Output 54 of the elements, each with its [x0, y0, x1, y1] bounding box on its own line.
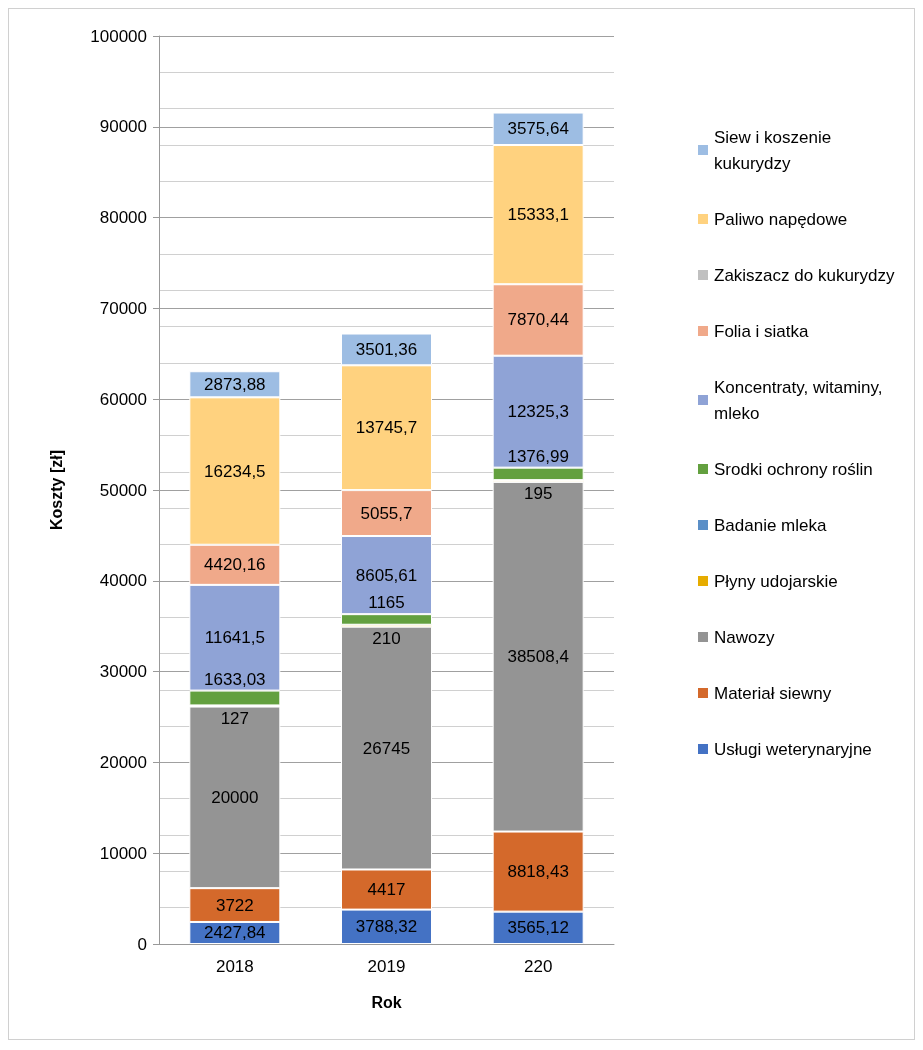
y-tick-label: 60000 [99, 389, 147, 409]
legend-label: Koncentraty, witaminy, mleko [714, 377, 888, 423]
data-label: 26745 [362, 738, 411, 758]
data-label: 8818,43 [507, 862, 569, 882]
y-axis-title: Koszty [zł] [47, 450, 65, 530]
legend-label: Siew i koszenie kukurydzy [714, 127, 836, 173]
legend-label: Materiał siewny [714, 683, 832, 703]
y-tick-label: 100000 [90, 26, 147, 46]
legend-label: Folia i siatka [714, 321, 810, 341]
legend-label: Zakiszacz do kukurydzy [714, 265, 895, 285]
legend-label: Nawozy [714, 627, 775, 647]
data-label: 16234,5 [204, 461, 266, 481]
y-tick-label: 10000 [99, 843, 147, 863]
data-label: 2873,88 [204, 374, 266, 394]
x-tick-label: 2018 [215, 957, 254, 976]
data-label: 1165 [368, 593, 405, 613]
data-label: 210 [372, 628, 401, 648]
data-label: 12325,3 [507, 402, 569, 422]
data-label: 7870,44 [507, 310, 569, 330]
data-label: 3575,64 [507, 119, 569, 139]
data-label: 2427,84 [204, 923, 266, 943]
y-tick-label: 20000 [99, 752, 147, 772]
y-tick-label: 30000 [99, 662, 147, 682]
y-tick-label: 50000 [99, 480, 147, 500]
data-label: 20000 [211, 787, 259, 807]
legend-label: Płyny udojarskie [714, 571, 838, 591]
y-tick-label: 70000 [99, 298, 147, 318]
y-tick-label: 90000 [99, 117, 147, 137]
data-label: 1376,99 [507, 446, 569, 466]
data-label: 38508,4 [507, 647, 569, 667]
data-label: 4420,16 [204, 555, 266, 575]
legend-label: Paliwo napędowe [714, 209, 848, 229]
data-label: 11641,5 [204, 628, 265, 648]
legend-label: Usługi weterynaryjne [714, 739, 872, 759]
x-axis-title: Rok [371, 993, 402, 1011]
data-label: 5055,7 [360, 503, 413, 523]
x-tick-label: 2019 [367, 957, 406, 976]
data-label: 1633,03 [204, 669, 266, 689]
data-label: 15333,1 [507, 205, 569, 225]
data-label: 127 [220, 708, 250, 728]
data-label: 3788,32 [355, 917, 418, 937]
data-label: 4417 [367, 880, 406, 900]
data-label: 195 [523, 483, 553, 503]
data-label: 3722 [215, 895, 254, 915]
y-tick-label: 0 [137, 934, 147, 954]
data-label: 3501,36 [355, 339, 418, 359]
data-label: 3565,12 [507, 918, 569, 938]
data-label: 8605,61 [355, 565, 418, 585]
y-tick-label: 40000 [99, 571, 147, 591]
legend-label: Srodki ochrony roślin [714, 459, 873, 479]
x-tick-label: 220 [523, 957, 553, 976]
legend-label: Badanie mleka [714, 515, 827, 535]
data-label: 13745,7 [355, 418, 418, 438]
y-tick-label: 80000 [99, 208, 147, 228]
